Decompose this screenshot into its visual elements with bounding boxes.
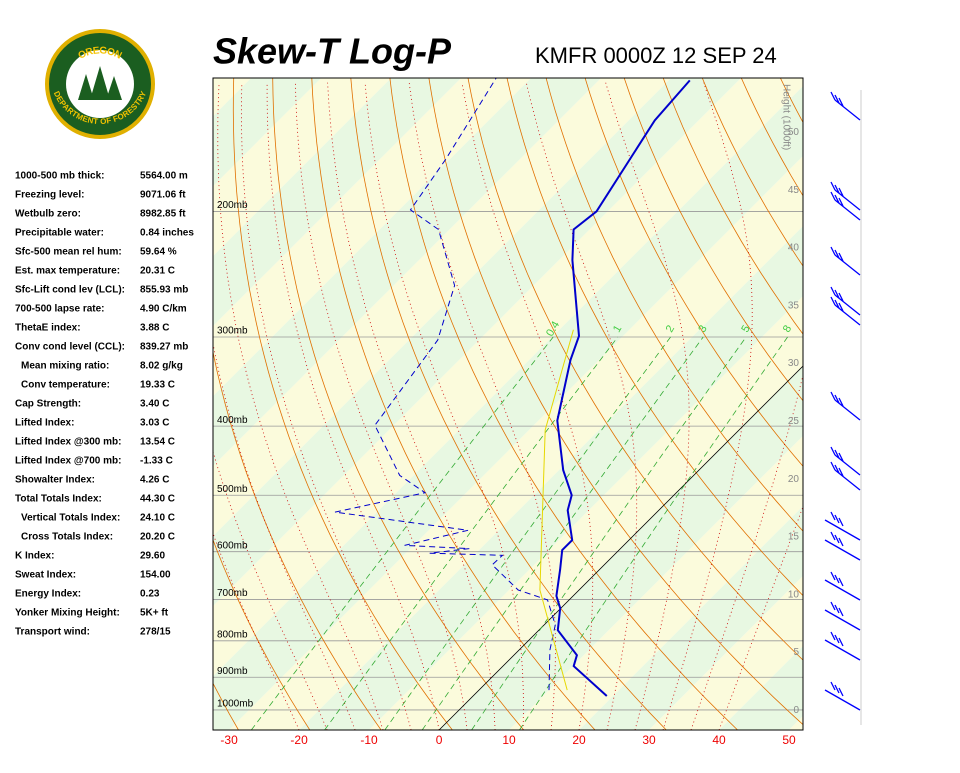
wind-barb	[831, 247, 860, 275]
index-label: Showalter Index:	[15, 475, 95, 486]
y2-tick-label: 10	[788, 589, 800, 600]
index-value: 29.60	[140, 551, 165, 562]
index-value: -1.33 C	[140, 456, 173, 467]
index-value: 4.26 C	[140, 475, 169, 486]
y-tick-label: 400mb	[217, 415, 248, 426]
wind-barb	[825, 532, 860, 560]
index-label: 1000-500 mb thick:	[15, 171, 105, 182]
y2-tick-label: 25	[788, 416, 800, 427]
y2-axis-title: Height (1000ft)	[780, 84, 791, 150]
index-label: Lifted Index:	[15, 418, 74, 429]
x-tick-label: 10	[502, 733, 516, 747]
y-tick-label: 500mb	[217, 484, 248, 495]
y2-tick-label: 45	[788, 185, 800, 196]
index-label: Lifted Index @300 mb:	[15, 437, 121, 448]
index-value: 0.84 inches	[140, 228, 194, 239]
x-tick-label: 50	[782, 733, 796, 747]
index-value: 278/15	[140, 627, 171, 638]
index-value: 19.33 C	[140, 380, 175, 391]
index-label: Transport wind:	[15, 627, 90, 638]
y2-tick-label: 40	[788, 243, 800, 254]
index-value: 20.20 C	[140, 532, 175, 543]
index-label: Sfc-Lift cond lev (LCL):	[15, 285, 125, 296]
index-value: 0.23	[140, 589, 160, 600]
wind-barb	[831, 462, 860, 490]
chart-subtitle: KMFR 0000Z 12 SEP 24	[535, 43, 777, 68]
index-label: K Index:	[15, 551, 54, 562]
isotherm-band	[789, 78, 960, 730]
index-value: 8982.85 ft	[140, 209, 186, 220]
index-value: 3.03 C	[140, 418, 169, 429]
index-label: ThetaE index:	[15, 323, 81, 334]
index-value: 9071.06 ft	[140, 190, 186, 201]
index-value: 839.27 mb	[140, 342, 188, 353]
x-tick-label: 0	[436, 733, 443, 747]
dry-adiabat	[780, 78, 960, 730]
logo: OREGON DEPARTMENT OF FORESTRY	[47, 31, 153, 137]
y-tick-label: 700mb	[217, 588, 248, 599]
index-label: Conv temperature:	[21, 380, 110, 391]
index-value: 20.31 C	[140, 266, 175, 277]
x-tick-label: 20	[572, 733, 586, 747]
x-tick-label: -20	[290, 733, 308, 747]
dry-adiabat	[937, 78, 960, 730]
index-label: Sweat Index:	[15, 570, 76, 581]
index-value: 855.93 mb	[140, 285, 188, 296]
y-tick-label: 900mb	[217, 666, 248, 677]
index-label: Energy Index:	[15, 589, 81, 600]
y2-tick-label: 0	[793, 705, 799, 716]
index-value: 13.54 C	[140, 437, 175, 448]
index-value: 5K+ ft	[140, 608, 169, 619]
index-label: Yonker Mixing Height:	[15, 608, 120, 619]
x-tick-label: 30	[642, 733, 656, 747]
dry-adiabat	[859, 78, 960, 730]
index-value: 154.00	[140, 570, 171, 581]
index-label: 700-500 lapse rate:	[15, 304, 105, 315]
index-label: Vertical Totals Index:	[21, 513, 120, 524]
index-label: Sfc-500 mean rel hum:	[15, 247, 122, 258]
wind-barb	[825, 512, 860, 540]
index-label: Cross Totals Index:	[21, 532, 113, 543]
dry-adiabat	[898, 78, 960, 730]
y-tick-label: 300mb	[217, 326, 248, 337]
y-tick-label: 600mb	[217, 540, 248, 551]
x-tick-label: 40	[712, 733, 726, 747]
index-value: 44.30 C	[140, 494, 175, 505]
index-label: Lifted Index @700 mb:	[15, 456, 121, 467]
y-tick-label: 800mb	[217, 629, 248, 640]
wind-barb	[825, 572, 860, 600]
index-label: Precipitable water:	[15, 228, 104, 239]
y2-tick-label: 15	[788, 532, 800, 543]
wind-barb	[825, 602, 860, 630]
index-value: 4.90 C/km	[140, 304, 187, 315]
y-tick-label: 1000mb	[217, 699, 254, 710]
index-label: Total Totals Index:	[15, 494, 102, 505]
index-label: Mean mixing ratio:	[21, 361, 109, 372]
chart-title: Skew-T Log-P	[213, 31, 452, 72]
x-tick-label: -30	[220, 733, 238, 747]
y2-tick-label: 20	[788, 474, 800, 485]
index-value: 5564.00 m	[140, 171, 188, 182]
wind-barb	[825, 632, 860, 660]
y2-tick-label: 5	[793, 647, 799, 658]
x-tick-label: -10	[360, 733, 378, 747]
index-label: Est. max temperature:	[15, 266, 120, 277]
index-value: 59.64 %	[140, 247, 177, 258]
index-value: 24.10 C	[140, 513, 175, 524]
index-value: 8.02 g/kg	[140, 361, 183, 372]
wind-barb	[825, 682, 860, 710]
y2-tick-label: 30	[788, 358, 800, 369]
index-label: Wetbulb zero:	[15, 209, 81, 220]
index-value: 3.88 C	[140, 323, 169, 334]
wind-barb	[831, 392, 860, 420]
index-value: 3.40 C	[140, 399, 169, 410]
y-tick-label: 200mb	[217, 200, 248, 211]
index-label: Freezing level:	[15, 190, 84, 201]
wind-barb	[831, 92, 860, 120]
index-label: Cap Strength:	[15, 399, 81, 410]
y2-tick-label: 35	[788, 300, 800, 311]
index-label: Conv cond level (CCL):	[15, 342, 125, 353]
